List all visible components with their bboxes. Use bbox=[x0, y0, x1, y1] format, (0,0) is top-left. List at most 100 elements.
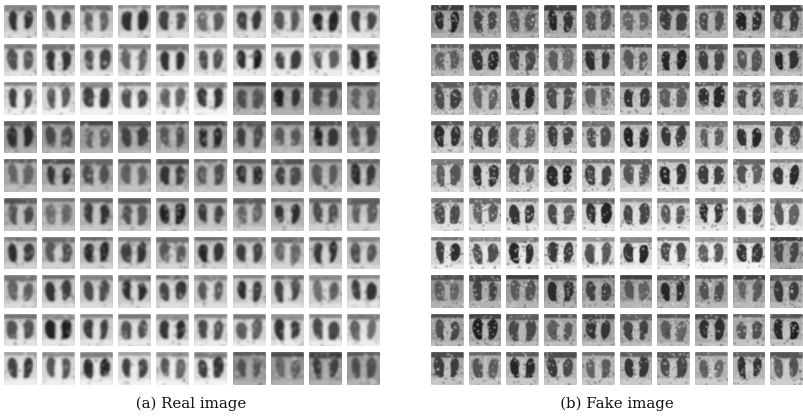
xray-thumbnail bbox=[770, 43, 803, 77]
xray-thumbnail bbox=[118, 159, 152, 192]
xray-thumbnail bbox=[732, 197, 766, 231]
xray-thumbnail bbox=[232, 197, 266, 231]
xray-thumbnail bbox=[194, 43, 228, 77]
xray-thumbnail bbox=[232, 352, 266, 385]
xray-thumbnail bbox=[732, 82, 766, 115]
xray-thumbnail bbox=[770, 5, 803, 38]
xray-thumbnail bbox=[232, 5, 266, 38]
xray-thumbnail bbox=[657, 313, 690, 347]
xray-thumbnail bbox=[619, 236, 653, 270]
xray-thumbnail bbox=[431, 197, 464, 231]
xray-thumbnail bbox=[770, 197, 803, 231]
xray-thumbnail bbox=[346, 82, 380, 115]
xray-thumbnail bbox=[270, 352, 304, 385]
xray-thumbnail bbox=[657, 352, 690, 385]
xray-thumbnail bbox=[431, 313, 464, 347]
xray-thumbnail bbox=[657, 82, 690, 115]
xray-thumbnail bbox=[4, 159, 38, 192]
xray-thumbnail bbox=[694, 120, 728, 154]
xray-thumbnail bbox=[194, 5, 228, 38]
xray-thumbnail bbox=[770, 352, 803, 385]
xray-thumbnail bbox=[194, 352, 228, 385]
xray-thumbnail bbox=[232, 313, 266, 347]
xray-thumbnail bbox=[770, 159, 803, 192]
xray-thumbnail bbox=[694, 82, 728, 115]
xray-thumbnail bbox=[308, 5, 342, 38]
xray-thumbnail bbox=[232, 82, 266, 115]
xray-thumbnail bbox=[544, 159, 577, 192]
xray-thumbnail bbox=[346, 313, 380, 347]
xray-thumbnail bbox=[270, 159, 304, 192]
xray-thumbnail bbox=[732, 5, 766, 38]
xray-thumbnail bbox=[506, 120, 540, 154]
xray-thumbnail bbox=[194, 313, 228, 347]
xray-thumbnail bbox=[581, 159, 615, 192]
xray-thumbnail bbox=[232, 236, 266, 270]
xray-thumbnail bbox=[657, 197, 690, 231]
xray-thumbnail bbox=[506, 313, 540, 347]
xray-thumbnail bbox=[80, 275, 114, 308]
xray-thumbnail bbox=[232, 120, 266, 154]
xray-thumbnail bbox=[308, 197, 342, 231]
xray-thumbnail bbox=[694, 43, 728, 77]
xray-thumbnail bbox=[194, 82, 228, 115]
xray-thumbnail bbox=[156, 43, 190, 77]
xray-thumbnail bbox=[346, 43, 380, 77]
xray-thumbnail bbox=[694, 313, 728, 347]
xray-thumbnail bbox=[42, 313, 76, 347]
xray-thumbnail bbox=[232, 275, 266, 308]
xray-thumbnail bbox=[431, 43, 464, 77]
xray-thumbnail bbox=[581, 313, 615, 347]
xray-thumbnail bbox=[42, 236, 76, 270]
xray-thumbnail bbox=[346, 5, 380, 38]
xray-thumbnail bbox=[80, 352, 114, 385]
xray-thumbnail bbox=[194, 197, 228, 231]
xray-thumbnail bbox=[581, 236, 615, 270]
xray-thumbnail bbox=[80, 236, 114, 270]
xray-thumbnail bbox=[619, 120, 653, 154]
xray-thumbnail bbox=[308, 236, 342, 270]
xray-thumbnail bbox=[694, 159, 728, 192]
xray-thumbnail bbox=[619, 5, 653, 38]
xray-thumbnail bbox=[770, 275, 803, 308]
xray-thumbnail bbox=[194, 120, 228, 154]
xray-thumbnail bbox=[42, 275, 76, 308]
xray-thumbnail bbox=[431, 120, 464, 154]
xray-thumbnail bbox=[732, 313, 766, 347]
xray-thumbnail bbox=[270, 5, 304, 38]
xray-thumbnail bbox=[308, 120, 342, 154]
xray-thumbnail bbox=[346, 197, 380, 231]
xray-thumbnail bbox=[80, 313, 114, 347]
xray-thumbnail bbox=[468, 43, 502, 77]
xray-thumbnail bbox=[156, 352, 190, 385]
xray-thumbnail bbox=[156, 236, 190, 270]
xray-thumbnail bbox=[544, 197, 577, 231]
xray-thumbnail bbox=[694, 5, 728, 38]
xray-thumbnail bbox=[118, 197, 152, 231]
xray-thumbnail bbox=[4, 275, 38, 308]
panel-fake: (b) Fake image bbox=[431, 0, 803, 419]
xray-thumbnail bbox=[80, 82, 114, 115]
xray-thumbnail bbox=[42, 159, 76, 192]
xray-thumbnail bbox=[42, 352, 76, 385]
xray-thumbnail bbox=[544, 43, 577, 77]
xray-thumbnail bbox=[506, 43, 540, 77]
xray-thumbnail bbox=[4, 120, 38, 154]
xray-thumbnail bbox=[431, 159, 464, 192]
xray-thumbnail bbox=[506, 275, 540, 308]
xray-thumbnail bbox=[694, 352, 728, 385]
xray-thumbnail bbox=[544, 275, 577, 308]
xray-thumbnail bbox=[431, 236, 464, 270]
xray-thumbnail bbox=[581, 352, 615, 385]
xray-thumbnail bbox=[657, 159, 690, 192]
xray-thumbnail bbox=[619, 275, 653, 308]
xray-thumbnail bbox=[308, 159, 342, 192]
xray-thumbnail bbox=[581, 43, 615, 77]
xray-thumbnail bbox=[194, 159, 228, 192]
panel-real: (a) Real image bbox=[0, 0, 382, 419]
xray-thumbnail bbox=[732, 236, 766, 270]
xray-thumbnail bbox=[156, 197, 190, 231]
xray-thumbnail bbox=[4, 43, 38, 77]
xray-thumbnail bbox=[581, 120, 615, 154]
xray-thumbnail bbox=[619, 159, 653, 192]
